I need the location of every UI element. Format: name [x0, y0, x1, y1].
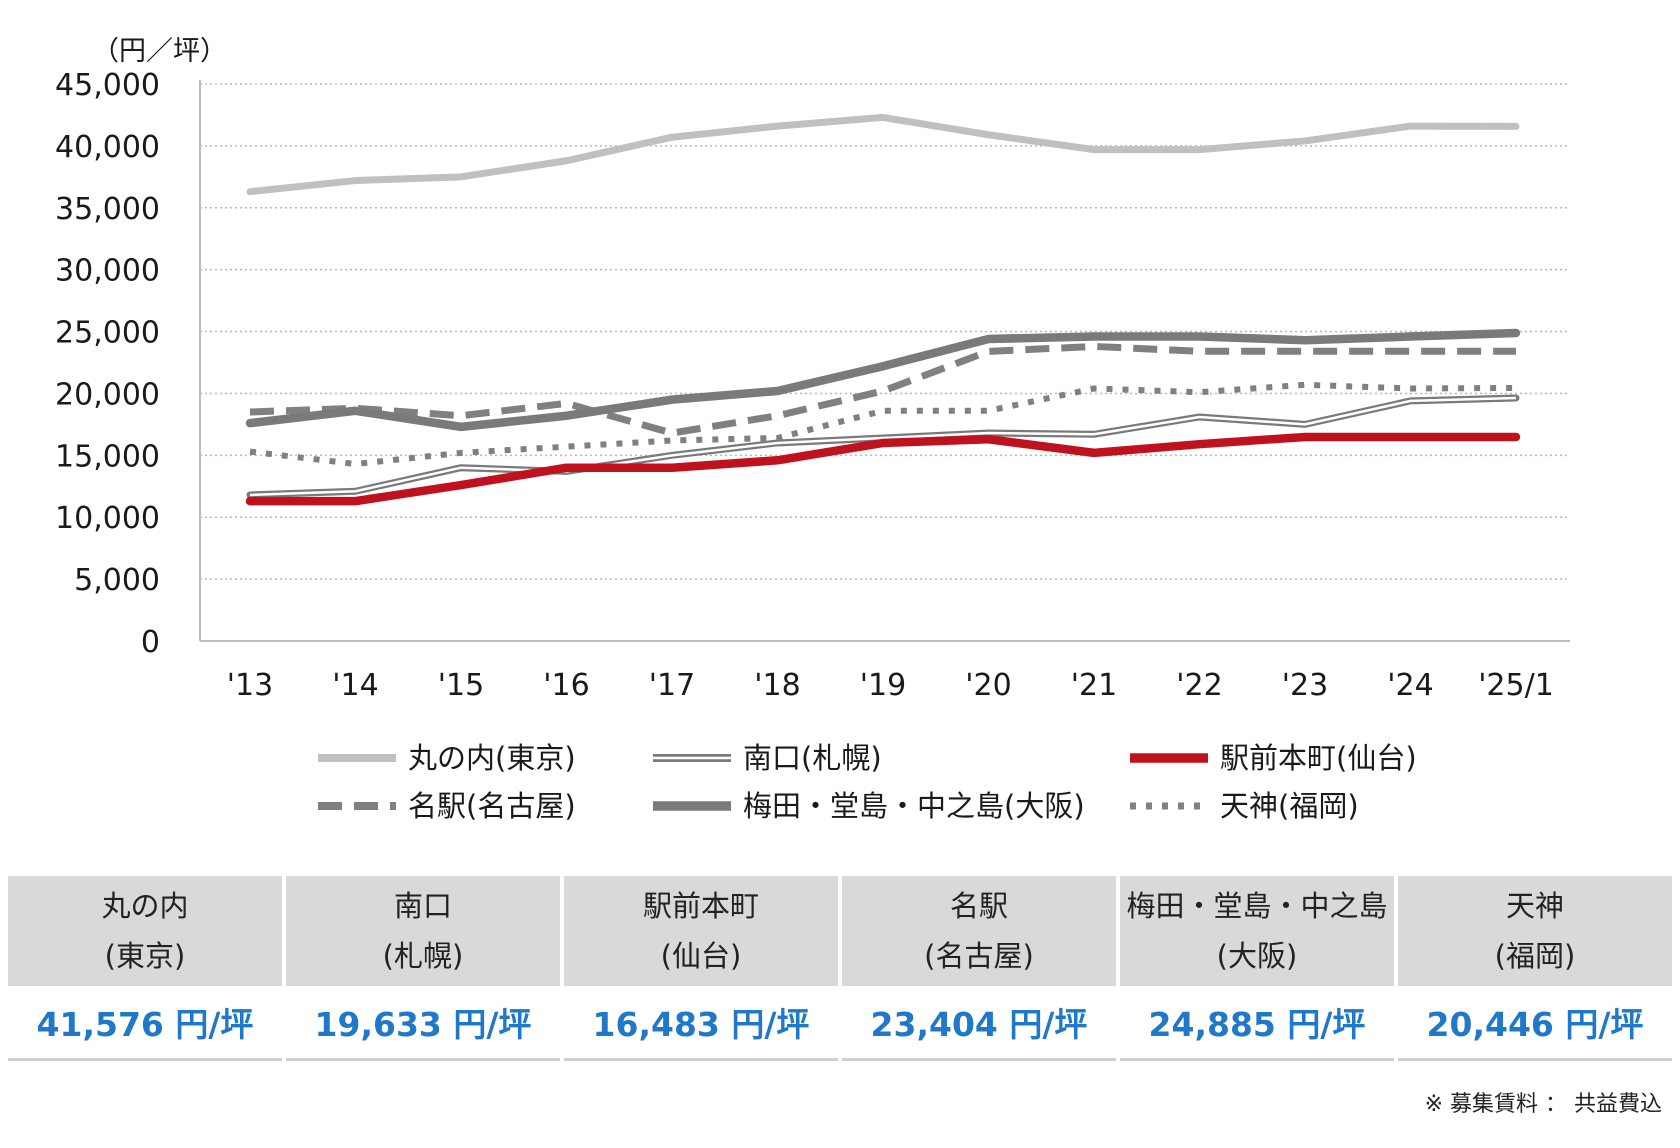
- y-tick-label: 15,000: [55, 439, 160, 474]
- legend-label: 丸の内(東京): [408, 741, 576, 775]
- series-4-line: [249, 342, 1517, 437]
- series-lines: [245, 113, 1521, 506]
- series-3-line: [245, 432, 1521, 506]
- y-tick-label: 10,000: [55, 501, 160, 536]
- axes: [199, 80, 1570, 642]
- y-tick-label: 0: [141, 625, 160, 660]
- x-tick-label: '24: [1387, 668, 1433, 703]
- legend-item: 南口(札幌): [653, 741, 882, 775]
- y-tick-label: 20,000: [55, 377, 160, 412]
- y-tick-label: 25,000: [55, 316, 160, 351]
- x-tick-label: '23: [1282, 668, 1328, 703]
- table-header-cell: 梅田・堂島・中之島 (大阪): [1120, 876, 1394, 986]
- x-tick-label: '15: [438, 668, 484, 703]
- table-value-cell: 23,404 円/坪: [842, 986, 1116, 1061]
- table-value-cell: 41,576 円/坪: [8, 986, 282, 1061]
- rent-summary-table: 丸の内 (東京) 南口 (札幌) 駅前本町 (仙台) 名駅 (名古屋) 梅田・堂島・中之…: [4, 876, 1676, 1061]
- series-line: [246, 113, 1520, 196]
- grid-lines: [200, 83, 1570, 580]
- legend-label: 梅田・堂島・中之島(大阪): [743, 789, 1085, 823]
- x-tick-labels: '13 '14 '15 '16 '17 '18 '19 '20 '21 '22 '23 '24 '25/…: [227, 668, 1554, 703]
- series-6-line: [249, 381, 1517, 467]
- x-tick-label: '19: [860, 668, 906, 703]
- x-tick-label: '18: [754, 668, 800, 703]
- table-value-cell: 20,446 円/坪: [1398, 986, 1672, 1061]
- table-value-cell: 24,885 円/坪: [1120, 986, 1394, 1061]
- table-header-cell: 駅前本町 (仙台): [564, 876, 838, 986]
- table-header-row: 丸の内 (東京) 南口 (札幌) 駅前本町 (仙台) 名駅 (名古屋) 梅田・堂島・中之…: [8, 876, 1672, 986]
- x-tick-label: '14: [332, 668, 378, 703]
- y-tick-label: 30,000: [55, 254, 160, 289]
- table-header-cell: 南口 (札幌): [286, 876, 560, 986]
- legend-label: 名駅(名古屋): [408, 789, 576, 823]
- table-value-cell: 19,633 円/坪: [286, 986, 560, 1061]
- legend-item: 駅前本町(仙台): [1130, 741, 1417, 775]
- legend-item: 名駅(名古屋): [318, 789, 576, 823]
- x-tick-label: '21: [1071, 668, 1117, 703]
- y-tick-label: 40,000: [55, 130, 160, 165]
- table-value-row: 41,576 円/坪 19,633 円/坪 16,483 円/坪 23,404 …: [8, 986, 1672, 1061]
- x-tick-label: '13: [227, 668, 273, 703]
- legend-item: 天神(福岡): [1130, 789, 1359, 823]
- legend-label: 南口(札幌): [743, 741, 882, 775]
- y-tick-label: 35,000: [55, 192, 160, 227]
- legend: 丸の内(東京) 南口(札幌) 駅前本町(仙台) 名駅(名古屋) 梅田・堂島・中之島(大阪…: [318, 741, 1417, 823]
- legend-label: 天神(福岡): [1220, 789, 1359, 823]
- table-header-cell: 名駅 (名古屋): [842, 876, 1116, 986]
- x-tick-label: '22: [1176, 668, 1222, 703]
- table-header-cell: 丸の内 (東京): [8, 876, 282, 986]
- series-1-line: [246, 113, 1520, 196]
- table-header-cell: 天神 (福岡): [1398, 876, 1672, 986]
- legend-item: 梅田・堂島・中之島(大阪): [653, 789, 1085, 823]
- x-tick-label: '20: [965, 668, 1011, 703]
- y-tick-labels: 45,000 40,000 35,000 30,000 25,000 20,000 15,0…: [55, 68, 160, 660]
- line-chart: （円／坪） 45,000 40,000 35,000 30,000 25,000 20,0…: [55, 36, 1570, 823]
- x-tick-label: '25/1: [1478, 668, 1554, 703]
- x-tick-label: '16: [543, 668, 589, 703]
- footnote: ※ 募集賃料 ： 共益費込: [1424, 1092, 1662, 1117]
- y-tick-label: 5,000: [74, 563, 160, 598]
- table-value-cell: 16,483 円/坪: [564, 986, 838, 1061]
- x-tick-label: '17: [649, 668, 695, 703]
- series-2-line: [246, 394, 1520, 499]
- legend-item: 丸の内(東京): [318, 741, 576, 775]
- y-unit-label: （円／坪）: [92, 36, 227, 67]
- legend-label: 駅前本町(仙台): [1220, 741, 1417, 775]
- y-tick-label: 45,000: [55, 68, 160, 103]
- series-5-line: [245, 328, 1521, 432]
